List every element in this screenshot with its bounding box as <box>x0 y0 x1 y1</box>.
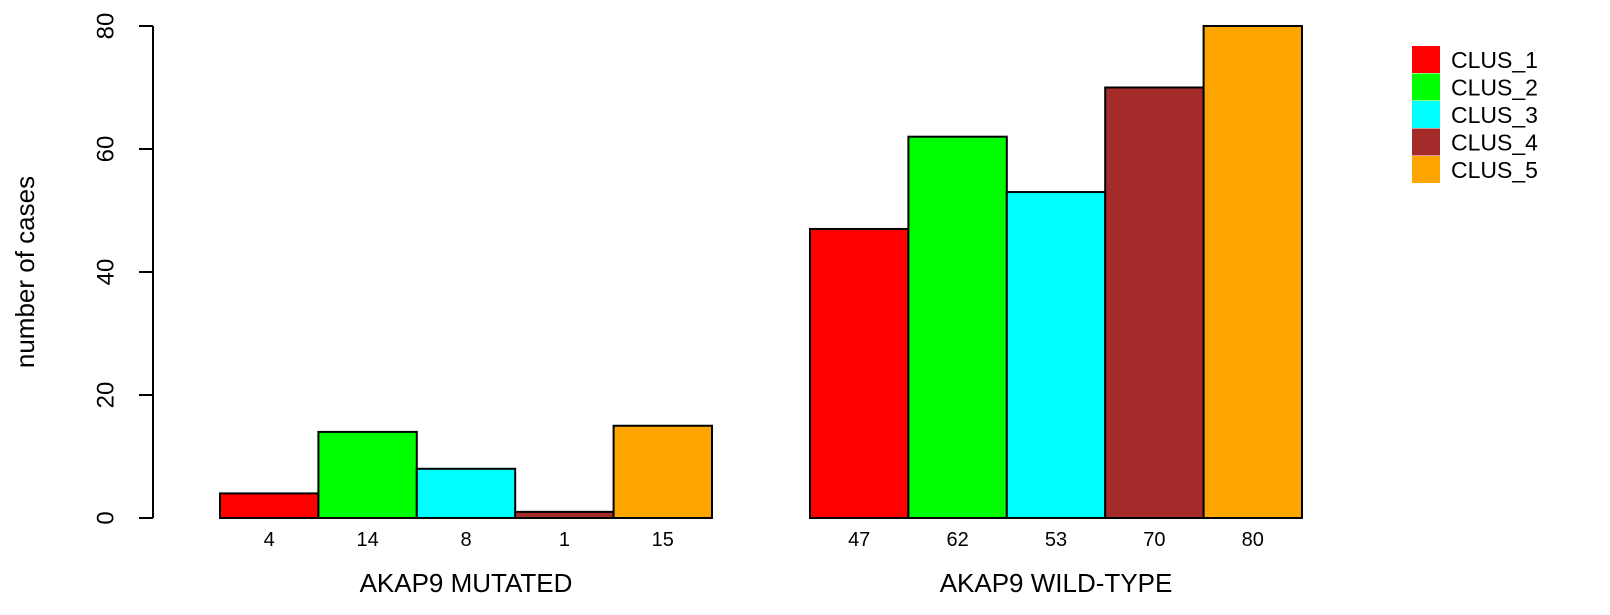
bar <box>514 510 615 520</box>
y-tick-label: 0 <box>93 511 120 524</box>
bar-value-label: 70 <box>1143 529 1165 551</box>
y-tick-label: 20 <box>93 382 120 409</box>
bar <box>415 467 517 519</box>
bar-value-label: 15 <box>652 529 674 551</box>
bar <box>1202 25 1303 519</box>
bar <box>907 135 1008 519</box>
y-tick-label: 80 <box>93 13 120 40</box>
bar-value-label: 62 <box>946 529 968 551</box>
y-tick-label: 60 <box>93 136 120 163</box>
legend-label: CLUS_4 <box>1451 130 1538 156</box>
bar-value-label: 53 <box>1045 529 1067 551</box>
legend-label: CLUS_5 <box>1451 157 1538 183</box>
y-tick-label: 40 <box>93 259 120 286</box>
legend-swatch <box>1412 73 1440 101</box>
bar <box>1005 191 1107 520</box>
group-label: AKAP9 WILD-TYPE <box>940 568 1173 598</box>
bar-value-label: 14 <box>356 529 378 551</box>
bar-value-label: 80 <box>1242 529 1264 551</box>
bar-value-label: 4 <box>264 529 275 551</box>
bar-value-label: 47 <box>848 529 870 551</box>
bar-value-label: 8 <box>460 529 471 551</box>
group-label: AKAP9 MUTATED <box>360 568 573 598</box>
bar <box>1104 86 1205 519</box>
bar <box>809 227 910 519</box>
value-labels: 4 14 8 1 15 47 62 53 70 80 <box>264 529 1264 551</box>
legend-swatch <box>1412 156 1440 183</box>
legend-swatch <box>1412 128 1440 156</box>
bar-value-label: 1 <box>559 529 570 551</box>
bars <box>219 25 1303 520</box>
bar <box>612 424 713 519</box>
bar <box>219 492 320 519</box>
legend-label: CLUS_2 <box>1451 75 1538 101</box>
group-labels: AKAP9 MUTATED AKAP9 WILD-TYPE <box>360 568 1173 598</box>
legend-label: CLUS_1 <box>1451 47 1538 73</box>
y-axis-title: number of cases <box>10 176 40 368</box>
legend-swatch <box>1412 46 1440 73</box>
y-axis: 0 20 40 60 80 <box>93 13 154 525</box>
legend-swatch <box>1412 101 1440 128</box>
bar <box>317 430 418 519</box>
legend-label: CLUS_3 <box>1451 102 1538 128</box>
